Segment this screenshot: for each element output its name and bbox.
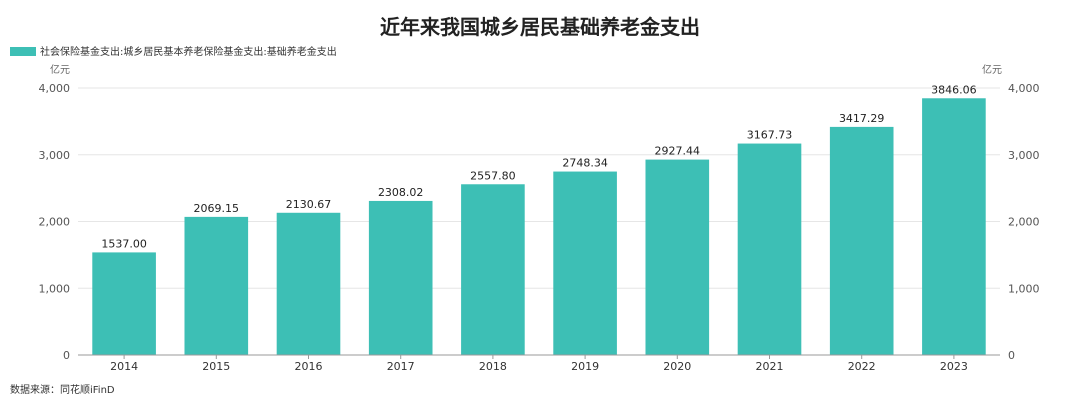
bar-2017: [368, 200, 433, 355]
legend-swatch: [10, 47, 36, 56]
bar-2014: [92, 252, 156, 355]
y-tick-label-left: 2,000: [39, 216, 71, 229]
y-axis-left: 0 1,000 2,000 3,000 4,000: [39, 82, 71, 362]
bar-2016: [276, 212, 341, 355]
data-label-2015: 2069.15: [194, 202, 240, 215]
y-tick-label-right: 2,000: [1008, 216, 1040, 229]
y-axis-right: 0 1,000 2,000 3,000 4,000: [1008, 82, 1040, 362]
data-labels: 1537.00 2069.15 2130.67 2308.02 2557.80 2748.…: [101, 83, 976, 250]
legend-label: 社会保险基金支出:城乡居民基本养老保险基金支出:基础养老金支出: [40, 45, 337, 58]
y-tick-label-left: 1,000: [39, 282, 71, 295]
bar-2022: [829, 126, 894, 355]
bar-2023: [922, 98, 986, 355]
y-tick-label-right: 3,000: [1008, 149, 1040, 162]
data-label-2014: 1537.00: [101, 237, 147, 250]
x-tick-label-2022: 2022: [848, 360, 876, 373]
x-tick-label-2020: 2020: [663, 360, 691, 373]
x-tick-label-2021: 2021: [756, 360, 784, 373]
legend: 社会保险基金支出:城乡居民基本养老保险基金支出:基础养老金支出: [10, 45, 337, 58]
data-label-2023: 3846.06: [931, 83, 977, 96]
y-axis-unit-right: 亿元: [982, 63, 1002, 76]
y-tick-label-right: 1,000: [1008, 282, 1040, 295]
y-tick-label-left: 4,000: [39, 82, 71, 95]
bar-2015: [184, 216, 249, 355]
data-label-2020: 2927.44: [655, 145, 701, 158]
bars: [92, 98, 986, 355]
chart-title: 近年来我国城乡居民基础养老金支出: [380, 15, 700, 39]
x-axis: 2014 2015 2016 2017 2018 2019 2020 2021 2022 2023: [110, 355, 968, 373]
source-note: 数据来源：同花顺iFinD: [10, 383, 115, 396]
data-label-2021: 3167.73: [747, 129, 793, 142]
data-label-2022: 3417.29: [839, 112, 885, 125]
data-label-2019: 2748.34: [562, 157, 608, 170]
bar-2021: [737, 143, 802, 355]
bar-2019: [553, 171, 617, 355]
x-tick-label-2017: 2017: [387, 360, 415, 373]
y-axis-unit-left: 亿元: [50, 63, 70, 76]
bar-2018: [461, 184, 525, 355]
x-tick-label-2018: 2018: [479, 360, 507, 373]
data-label-2018: 2557.80: [470, 169, 516, 182]
x-tick-label-2023: 2023: [940, 360, 968, 373]
y-tick-label-right: 4,000: [1008, 82, 1040, 95]
x-tick-label-2015: 2015: [202, 360, 230, 373]
y-tick-label-left: 3,000: [39, 149, 71, 162]
data-label-2017: 2308.02: [378, 186, 424, 199]
y-tick-label-right: 0: [1008, 349, 1015, 362]
x-tick-label-2014: 2014: [110, 360, 138, 373]
data-label-2016: 2130.67: [286, 198, 332, 211]
bar-2020: [645, 159, 710, 355]
y-tick-label-left: 0: [63, 349, 70, 362]
x-tick-label-2019: 2019: [571, 360, 599, 373]
x-tick-label-2016: 2016: [295, 360, 323, 373]
